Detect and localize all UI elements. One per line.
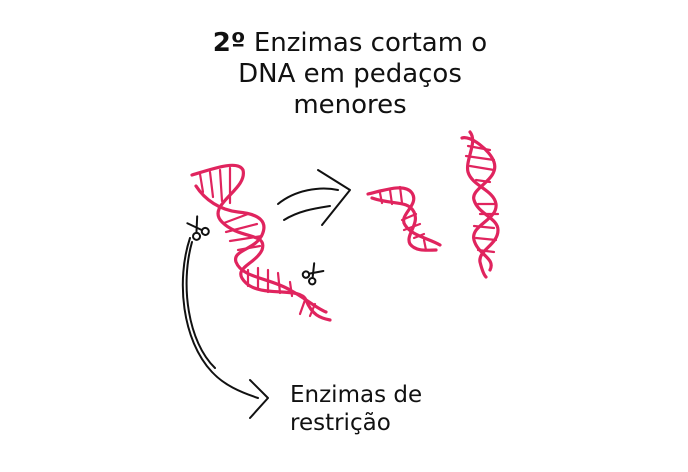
title-text: Enzimas cortam o DNA em pedaços menores [238,28,488,120]
scissors-icon [186,215,210,241]
dna-fragment-2 [460,130,500,279]
diagram-title: 2º Enzimas cortam o DNA em pedaços menor… [200,28,500,121]
enzyme-label: Enzimas de restrição [290,381,422,437]
step-number: 2º [212,28,246,58]
arrow-icon [277,169,351,226]
enzyme-label-line1: Enzimas de [290,382,423,408]
label-arrow-icon [181,237,269,419]
dna-long-helix [190,163,332,322]
dna-fragment-1 [366,185,442,252]
enzyme-label-line2: restrição [290,410,391,436]
scissors-icon [301,262,325,286]
